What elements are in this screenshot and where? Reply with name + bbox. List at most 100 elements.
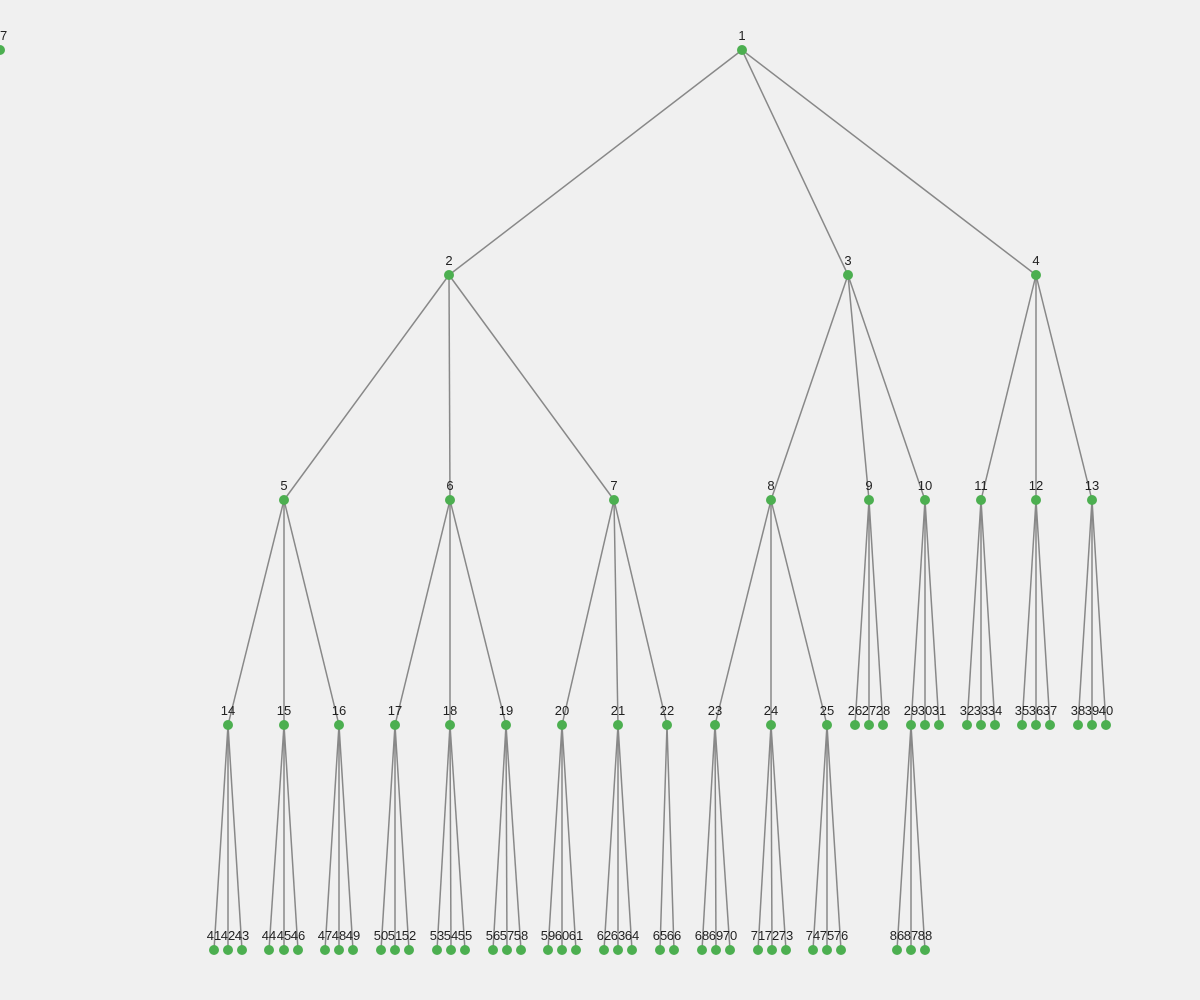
node-dot[interactable] <box>976 495 986 505</box>
tree-node-71[interactable]: 71 <box>751 928 765 955</box>
tree-node-38[interactable]: 38 <box>1071 703 1085 730</box>
node-dot[interactable] <box>279 720 289 730</box>
node-dot[interactable] <box>502 945 512 955</box>
node-dot[interactable] <box>934 720 944 730</box>
tree-node-33[interactable]: 33 <box>974 703 988 730</box>
node-dot[interactable] <box>609 495 619 505</box>
tree-node-42[interactable]: 42 <box>221 928 235 955</box>
tree-node-40[interactable]: 40 <box>1099 703 1113 730</box>
node-dot[interactable] <box>390 945 400 955</box>
node-dot[interactable] <box>1073 720 1083 730</box>
tree-node-62[interactable]: 62 <box>597 928 611 955</box>
tree-node-75[interactable]: 75 <box>820 928 834 955</box>
tree-node-4[interactable]: 4 <box>1031 253 1041 280</box>
node-dot[interactable] <box>850 720 860 730</box>
tree-node-3[interactable]: 3 <box>843 253 853 280</box>
tree-node-12[interactable]: 12 <box>1029 478 1043 505</box>
node-dot[interactable] <box>843 270 853 280</box>
tree-node-36[interactable]: 36 <box>1029 703 1043 730</box>
node-dot[interactable] <box>906 945 916 955</box>
node-dot[interactable] <box>767 945 777 955</box>
node-dot[interactable] <box>906 720 916 730</box>
node-dot[interactable] <box>962 720 972 730</box>
node-dot[interactable] <box>627 945 637 955</box>
tree-node-24[interactable]: 24 <box>764 703 778 730</box>
node-dot[interactable] <box>376 945 386 955</box>
node-dot[interactable] <box>662 720 672 730</box>
node-dot[interactable] <box>822 945 832 955</box>
node-dot[interactable] <box>655 945 665 955</box>
node-dot[interactable] <box>710 720 720 730</box>
node-dot[interactable] <box>781 945 791 955</box>
tree-node-58[interactable]: 58 <box>514 928 528 955</box>
node-dot[interactable] <box>460 945 470 955</box>
tree-node-20[interactable]: 20 <box>555 703 569 730</box>
tree-node-66[interactable]: 66 <box>667 928 681 955</box>
node-dot[interactable] <box>599 945 609 955</box>
node-dot[interactable] <box>737 45 747 55</box>
tree-node-19[interactable]: 19 <box>499 703 513 730</box>
node-dot[interactable] <box>711 945 721 955</box>
tree-node-70[interactable]: 70 <box>723 928 737 955</box>
tree-node-64[interactable]: 64 <box>625 928 639 955</box>
node-dot[interactable] <box>445 720 455 730</box>
node-dot[interactable] <box>1087 720 1097 730</box>
node-dot[interactable] <box>446 945 456 955</box>
tree-node-39[interactable]: 39 <box>1085 703 1099 730</box>
node-dot[interactable] <box>1101 720 1111 730</box>
tree-node-68[interactable]: 68 <box>695 928 709 955</box>
node-dot[interactable] <box>320 945 330 955</box>
tree-node-21[interactable]: 21 <box>611 703 625 730</box>
tree-node-48[interactable]: 48 <box>332 928 346 955</box>
tree-node-74[interactable]: 74 <box>806 928 820 955</box>
node-dot[interactable] <box>766 720 776 730</box>
tree-node-22[interactable]: 22 <box>660 703 674 730</box>
node-dot[interactable] <box>822 720 832 730</box>
tree-node-65[interactable]: 65 <box>653 928 667 955</box>
node-dot[interactable] <box>488 945 498 955</box>
tree-node-47[interactable]: 47 <box>318 928 332 955</box>
tree-node-45[interactable]: 45 <box>277 928 291 955</box>
tree-node-30[interactable]: 30 <box>918 703 932 730</box>
tree-node-46[interactable]: 46 <box>291 928 305 955</box>
node-dot[interactable] <box>990 720 1000 730</box>
node-dot[interactable] <box>808 945 818 955</box>
tree-node-31[interactable]: 31 <box>932 703 946 730</box>
tree-node-13[interactable]: 13 <box>1085 478 1099 505</box>
node-dot[interactable] <box>892 945 902 955</box>
node-dot[interactable] <box>432 945 442 955</box>
node-dot[interactable] <box>557 720 567 730</box>
node-dot[interactable] <box>223 945 233 955</box>
node-dot[interactable] <box>836 945 846 955</box>
tree-node-59[interactable]: 59 <box>541 928 555 955</box>
node-dot[interactable] <box>334 720 344 730</box>
node-dot[interactable] <box>976 720 986 730</box>
node-dot[interactable] <box>264 945 274 955</box>
node-dot[interactable] <box>390 720 400 730</box>
tree-node-86[interactable]: 86 <box>890 928 904 955</box>
tree-node-49[interactable]: 49 <box>346 928 360 955</box>
node-dot[interactable] <box>209 945 219 955</box>
node-dot[interactable] <box>237 945 247 955</box>
node-dot[interactable] <box>501 720 511 730</box>
node-dot[interactable] <box>0 45 5 55</box>
node-dot[interactable] <box>1031 720 1041 730</box>
tree-node-61[interactable]: 61 <box>569 928 583 955</box>
node-dot[interactable] <box>543 945 553 955</box>
tree-node-5[interactable]: 5 <box>279 478 289 505</box>
tree-node-15[interactable]: 15 <box>277 703 291 730</box>
tree-node-63[interactable]: 63 <box>611 928 625 955</box>
tree-node-11[interactable]: 11 <box>974 478 988 505</box>
tree-node-14[interactable]: 14 <box>221 703 235 730</box>
node-dot[interactable] <box>279 945 289 955</box>
node-dot[interactable] <box>753 945 763 955</box>
node-dot[interactable] <box>613 945 623 955</box>
tree-node-2[interactable]: 2 <box>444 253 454 280</box>
tree-node-16[interactable]: 16 <box>332 703 346 730</box>
tree-node-57[interactable]: 57 <box>500 928 514 955</box>
tree-node-72[interactable]: 72 <box>765 928 779 955</box>
node-dot[interactable] <box>725 945 735 955</box>
tree-node-10[interactable]: 10 <box>918 478 932 505</box>
node-dot[interactable] <box>920 720 930 730</box>
node-dot[interactable] <box>404 945 414 955</box>
